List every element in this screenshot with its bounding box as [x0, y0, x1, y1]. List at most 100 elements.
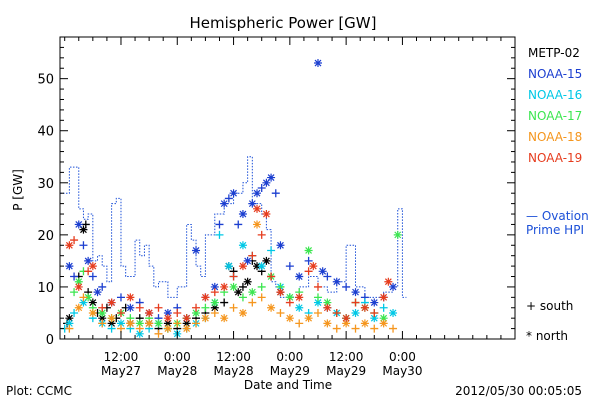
- data-point-north: [248, 199, 257, 208]
- data-point-north: [253, 220, 262, 229]
- data-point-north: [65, 262, 74, 271]
- data-point-south: [370, 308, 379, 317]
- legend-entry: NOAA-19: [528, 151, 582, 165]
- data-point-south: [135, 324, 144, 333]
- data-point-south: [81, 220, 90, 229]
- data-point-north: [192, 308, 201, 317]
- data-point-south: [332, 308, 341, 317]
- data-point-north: [88, 308, 97, 317]
- data-point-north: [126, 293, 135, 302]
- footer-left: Plot: CCMC: [6, 384, 72, 398]
- legend-entry-hpi: Prime HPI: [526, 223, 584, 237]
- data-point-south: [70, 236, 79, 245]
- data-point-north: [220, 282, 229, 291]
- x-tick-label: 12:00: [329, 350, 364, 364]
- data-point-north: [126, 319, 135, 328]
- data-point-north: [107, 298, 116, 307]
- data-point-south: [248, 298, 257, 307]
- data-point-south: [98, 282, 107, 291]
- data-point-south: [135, 303, 144, 312]
- data-point-south: [238, 282, 247, 291]
- data-point-north: [192, 246, 201, 255]
- legend-entry-hpi: — Ovation: [526, 209, 589, 223]
- data-point-north: [79, 225, 88, 234]
- data-point-north: [243, 256, 252, 265]
- data-point-north: [384, 277, 393, 286]
- data-point-north: [220, 199, 229, 208]
- data-point-south: [234, 220, 243, 229]
- data-point-north: [342, 319, 351, 328]
- data-point-north: [351, 288, 360, 297]
- axis-layer: 0102030405012:00May270:00May2812:00May28…: [37, 36, 516, 378]
- data-point-south: [267, 272, 276, 281]
- data-point-north: [84, 293, 93, 302]
- data-point-north: [210, 282, 219, 291]
- data-point-south: [257, 230, 266, 239]
- data-point-south: [389, 324, 398, 333]
- y-tick-label: 0: [46, 333, 54, 348]
- data-point-south: [173, 319, 182, 328]
- data-point-south: [79, 241, 88, 250]
- data-point-south: [116, 293, 125, 302]
- data-point-north: [257, 262, 266, 271]
- x-tick-label-date: May29: [270, 364, 310, 378]
- data-point-south: [229, 272, 238, 281]
- legend-entry: NOAA-15: [528, 67, 582, 81]
- points-layer: [60, 59, 402, 338]
- data-point-north: [262, 178, 271, 187]
- data-point-north: [253, 204, 262, 213]
- data-point-south: [257, 282, 266, 291]
- data-point-south: [173, 308, 182, 317]
- data-point-south: [276, 308, 285, 317]
- data-point-north: [295, 293, 304, 302]
- data-point-south: [379, 303, 388, 312]
- data-point-south: [313, 293, 322, 302]
- data-point-north: [238, 241, 247, 250]
- data-point-north: [65, 319, 74, 328]
- data-point-north: [84, 256, 93, 265]
- data-point-north: [74, 277, 83, 286]
- data-point-south: [65, 324, 74, 333]
- data-point-south: [98, 303, 107, 312]
- data-point-north: [389, 282, 398, 291]
- y-tick-label: 20: [37, 229, 54, 244]
- data-point-south: [248, 251, 257, 260]
- data-point-south: [154, 329, 163, 338]
- x-tick-label: 12:00: [216, 350, 251, 364]
- y-tick-label: 30: [37, 177, 54, 192]
- data-point-south: [70, 308, 79, 317]
- data-point-south: [238, 293, 247, 302]
- x-tick-label: 0:00: [389, 350, 416, 364]
- data-point-north: [248, 288, 257, 297]
- data-point-south: [370, 324, 379, 333]
- data-point-north: [276, 288, 285, 297]
- data-point-north: [238, 262, 247, 271]
- data-point-north: [342, 314, 351, 323]
- data-point-south: [98, 319, 107, 328]
- data-point-south: [332, 324, 341, 333]
- data-point-north: [389, 308, 398, 317]
- data-point-north: [295, 272, 304, 281]
- data-point-south: [70, 288, 79, 297]
- data-point-north: [163, 324, 172, 333]
- data-point-north: [107, 314, 116, 323]
- data-point-north: [154, 319, 163, 328]
- x-tick-label-date: May30: [382, 364, 422, 378]
- data-point-south: [215, 220, 224, 229]
- data-point-north: [65, 241, 74, 250]
- data-point-north: [224, 262, 233, 271]
- data-point-north: [379, 319, 388, 328]
- data-point-south: [257, 293, 266, 302]
- y-axis-label: P [GW]: [11, 169, 25, 211]
- data-point-north: [163, 314, 172, 323]
- data-point-north: [379, 293, 388, 302]
- legend-entry: NOAA-16: [528, 88, 582, 102]
- data-point-north: [135, 319, 144, 328]
- x-tick-label: 0:00: [164, 350, 191, 364]
- data-point-north: [98, 314, 107, 323]
- data-point-south: [210, 288, 219, 297]
- x-tick-label: 12:00: [104, 350, 139, 364]
- data-point-north: [74, 303, 83, 312]
- marker-legend-entry: * north: [526, 329, 568, 343]
